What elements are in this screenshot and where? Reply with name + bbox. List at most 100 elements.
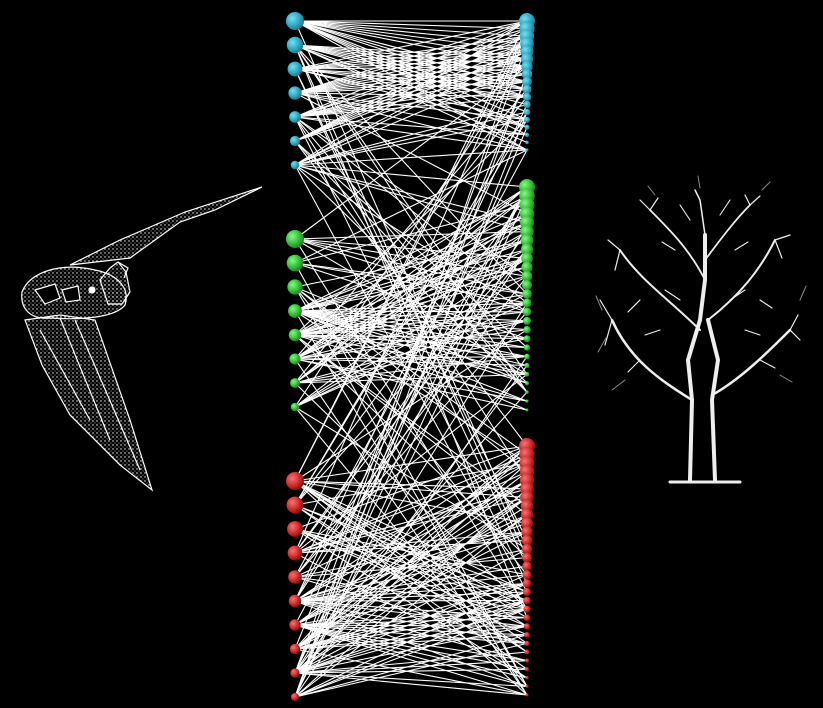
- network-edge: [294, 445, 528, 602]
- network-edge: [294, 35, 528, 118]
- network-edge: [294, 73, 528, 94]
- network-edge: [294, 625, 528, 674]
- network-edge: [294, 238, 528, 277]
- network-edge: [294, 310, 528, 358]
- bat-node: [288, 328, 302, 342]
- plant-node: [522, 76, 532, 87]
- bat-node: [286, 472, 304, 490]
- plant-node: [521, 526, 533, 538]
- network-edge: [294, 28, 528, 482]
- network-edge: [294, 164, 528, 224]
- network-edge: [294, 73, 528, 698]
- network-edge: [294, 514, 528, 698]
- network-edge: [294, 320, 528, 336]
- network-edge: [294, 624, 528, 670]
- network-edge: [294, 50, 528, 166]
- bat-node: [290, 692, 300, 702]
- network-edge: [294, 660, 528, 674]
- network-edge: [294, 20, 528, 151]
- network-edge: [294, 28, 528, 698]
- network-edge: [294, 65, 528, 70]
- network-edge: [294, 164, 528, 313]
- plant-node: [522, 570, 532, 580]
- plant-node: [522, 579, 532, 588]
- network-edge: [294, 44, 528, 68]
- network-edge: [294, 365, 528, 674]
- network-edge: [294, 58, 528, 70]
- network-edge: [294, 624, 528, 662]
- network-edge: [294, 20, 528, 52]
- plant-node: [521, 280, 533, 291]
- plant-node: [523, 100, 531, 109]
- bat-node: [288, 570, 302, 584]
- plant-node: [522, 298, 532, 308]
- network-edge: [294, 231, 528, 360]
- network-edge: [294, 642, 528, 698]
- network-edge: [294, 66, 528, 166]
- bat-node: [288, 594, 302, 608]
- network-edge: [294, 497, 528, 626]
- plant-node: [523, 326, 531, 334]
- network-edge: [294, 286, 528, 473]
- network-edge: [294, 20, 528, 482]
- network-edge: [294, 231, 528, 240]
- plant-node: [521, 270, 533, 282]
- plant-node: [521, 60, 533, 73]
- network-edge: [294, 565, 528, 602]
- network-edge: [294, 454, 528, 554]
- network-edge: [294, 68, 528, 121]
- bat-icon: [21, 186, 263, 492]
- network-edge: [294, 249, 528, 506]
- network-edge: [294, 471, 528, 650]
- plant-node: [522, 561, 532, 571]
- network-edge: [294, 58, 528, 118]
- network-edge: [294, 28, 528, 94]
- network-edge: [294, 356, 528, 698]
- network-edge: [294, 50, 528, 142]
- network-edge: [294, 44, 528, 90]
- plant-node: [523, 316, 531, 325]
- network-edge: [294, 58, 528, 94]
- network-edge: [294, 624, 528, 636]
- network-edge: [294, 302, 528, 408]
- network-edge: [294, 43, 528, 166]
- network-edge: [294, 355, 528, 384]
- network-edge: [294, 373, 528, 384]
- plant-node: [522, 92, 532, 101]
- network-edge: [294, 119, 528, 506]
- network-edge: [294, 480, 528, 499]
- bat-node: [289, 353, 301, 365]
- network-edge: [294, 582, 528, 698]
- network-nodes: [286, 12, 535, 702]
- network-edge: [294, 496, 528, 554]
- network-edge: [294, 195, 528, 698]
- network-edge: [294, 92, 528, 136]
- network-edge: [294, 651, 528, 674]
- network-edge: [294, 302, 528, 674]
- plant-node: [525, 408, 529, 412]
- network-edge: [294, 119, 528, 166]
- bat-node: [287, 521, 303, 537]
- network-edge: [294, 20, 528, 70]
- network-edge: [294, 257, 528, 336]
- plant-node: [520, 243, 534, 256]
- network-edge: [294, 103, 528, 166]
- plant-node: [521, 261, 533, 273]
- plant-node: [521, 252, 533, 265]
- bat-node: [290, 160, 300, 170]
- plant-node: [523, 623, 531, 630]
- network-edge: [294, 149, 528, 166]
- network-edge: [294, 334, 528, 402]
- plant-node: [522, 552, 532, 563]
- plant-node: [520, 499, 534, 513]
- network-edge: [294, 213, 528, 384]
- bat-node: [289, 619, 301, 631]
- network-edge: [294, 28, 528, 142]
- network-edge: [294, 454, 528, 650]
- network-edge: [294, 608, 528, 698]
- bat-node: [289, 643, 301, 655]
- plant-node: [520, 508, 534, 521]
- network-edge: [294, 195, 528, 506]
- network-edge: [294, 68, 528, 83]
- network-edge: [294, 20, 528, 142]
